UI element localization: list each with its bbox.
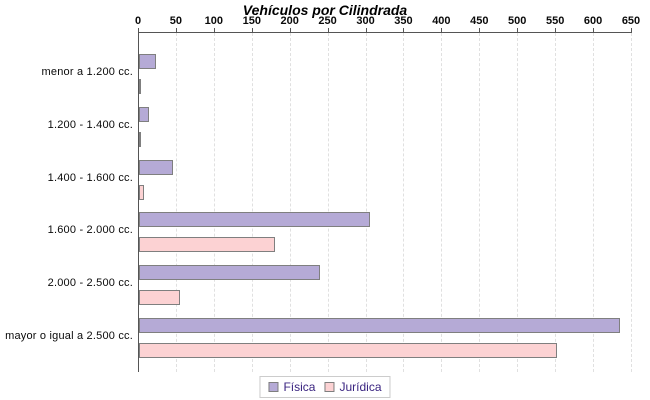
x-axis-tick bbox=[213, 28, 215, 33]
x-axis-tick-label: 550 bbox=[545, 15, 565, 27]
x-axis-tick bbox=[251, 28, 253, 33]
x-axis-tick bbox=[138, 28, 139, 33]
legend-item-juridica: Jurídica bbox=[324, 380, 382, 394]
category-label-3: 1.600 - 2.000 cc. bbox=[47, 224, 133, 236]
bar-juridica-1 bbox=[139, 132, 141, 147]
x-axis-tick-label: 450 bbox=[470, 15, 489, 27]
category-label-5: mayor o igual a 2.500 cc. bbox=[5, 330, 133, 342]
gridline-100 bbox=[213, 33, 215, 372]
x-axis-tick-label: 600 bbox=[583, 15, 603, 27]
gridline-550 bbox=[555, 33, 557, 372]
x-axis-tick bbox=[555, 28, 557, 33]
x-axis-tick-label: 50 bbox=[169, 15, 183, 27]
bar-juridica-3 bbox=[139, 237, 275, 252]
bar-fisica-5 bbox=[139, 318, 620, 333]
x-axis-tick bbox=[365, 28, 367, 33]
bar-fisica-2 bbox=[139, 160, 173, 175]
x-axis-tick bbox=[631, 28, 632, 33]
legend-item-fisica: Física bbox=[268, 380, 315, 394]
bar-fisica-0 bbox=[139, 54, 156, 69]
gridline-350 bbox=[403, 33, 405, 372]
gridline-400 bbox=[441, 33, 443, 372]
legend-label-fisica: Física bbox=[283, 380, 316, 394]
x-axis-tick-label: 300 bbox=[356, 15, 375, 27]
gridline-150 bbox=[251, 33, 253, 372]
bar-fisica-1 bbox=[139, 107, 149, 122]
x-axis-tick bbox=[517, 28, 519, 33]
gridline-300 bbox=[365, 33, 367, 372]
x-axis-tick-label: 150 bbox=[242, 15, 261, 27]
bar-juridica-2 bbox=[139, 185, 144, 200]
category-label-2: 1.400 - 1.600 cc. bbox=[47, 172, 133, 184]
x-axis-tick bbox=[327, 28, 329, 33]
category-label-0: menor a 1.200 cc. bbox=[41, 66, 133, 78]
legend-swatch-fisica bbox=[268, 382, 279, 392]
category-label-4: 2.000 - 2.500 cc. bbox=[47, 277, 133, 289]
x-axis-tick-label: 100 bbox=[204, 15, 224, 27]
chart-title: Vehículos por Cilindrada bbox=[242, 2, 408, 18]
gridline-650 bbox=[631, 33, 632, 372]
x-axis-tick-label: 400 bbox=[432, 15, 451, 27]
gridline-250 bbox=[327, 33, 329, 372]
x-axis-tick-label: 650 bbox=[621, 15, 641, 27]
bar-fisica-4 bbox=[139, 265, 320, 280]
x-axis-tick-label: 500 bbox=[508, 15, 527, 27]
category-label-1: 1.200 - 1.400 cc. bbox=[47, 119, 133, 131]
legend-swatch-juridica bbox=[324, 382, 335, 392]
gridline-600 bbox=[593, 33, 595, 372]
gridline-450 bbox=[479, 33, 481, 372]
legend: Física Jurídica bbox=[259, 376, 391, 398]
x-axis-tick bbox=[441, 28, 443, 33]
bar-fisica-3 bbox=[139, 212, 370, 227]
x-axis-tick bbox=[403, 28, 405, 33]
x-axis-tick-label: 0 bbox=[134, 15, 142, 27]
bar-juridica-0 bbox=[139, 79, 141, 94]
legend-label-juridica: Jurídica bbox=[339, 380, 382, 394]
gridline-500 bbox=[517, 33, 519, 372]
x-axis-tick-label: 200 bbox=[280, 15, 299, 27]
x-axis-tick-label: 250 bbox=[318, 15, 337, 27]
x-axis-tick bbox=[593, 28, 595, 33]
x-axis-tick bbox=[289, 28, 291, 33]
bar-juridica-5 bbox=[139, 343, 557, 358]
bar-juridica-4 bbox=[139, 290, 180, 305]
x-axis-tick-label: 350 bbox=[394, 15, 413, 27]
gridline-200 bbox=[289, 33, 291, 372]
gridline-50 bbox=[175, 33, 177, 372]
plot-area: 0 50 100 150 200 250 300 350 400 450 500 550 600 650 bbox=[135, 15, 640, 372]
x-axis-tick bbox=[479, 28, 481, 33]
x-axis-tick bbox=[175, 28, 177, 33]
